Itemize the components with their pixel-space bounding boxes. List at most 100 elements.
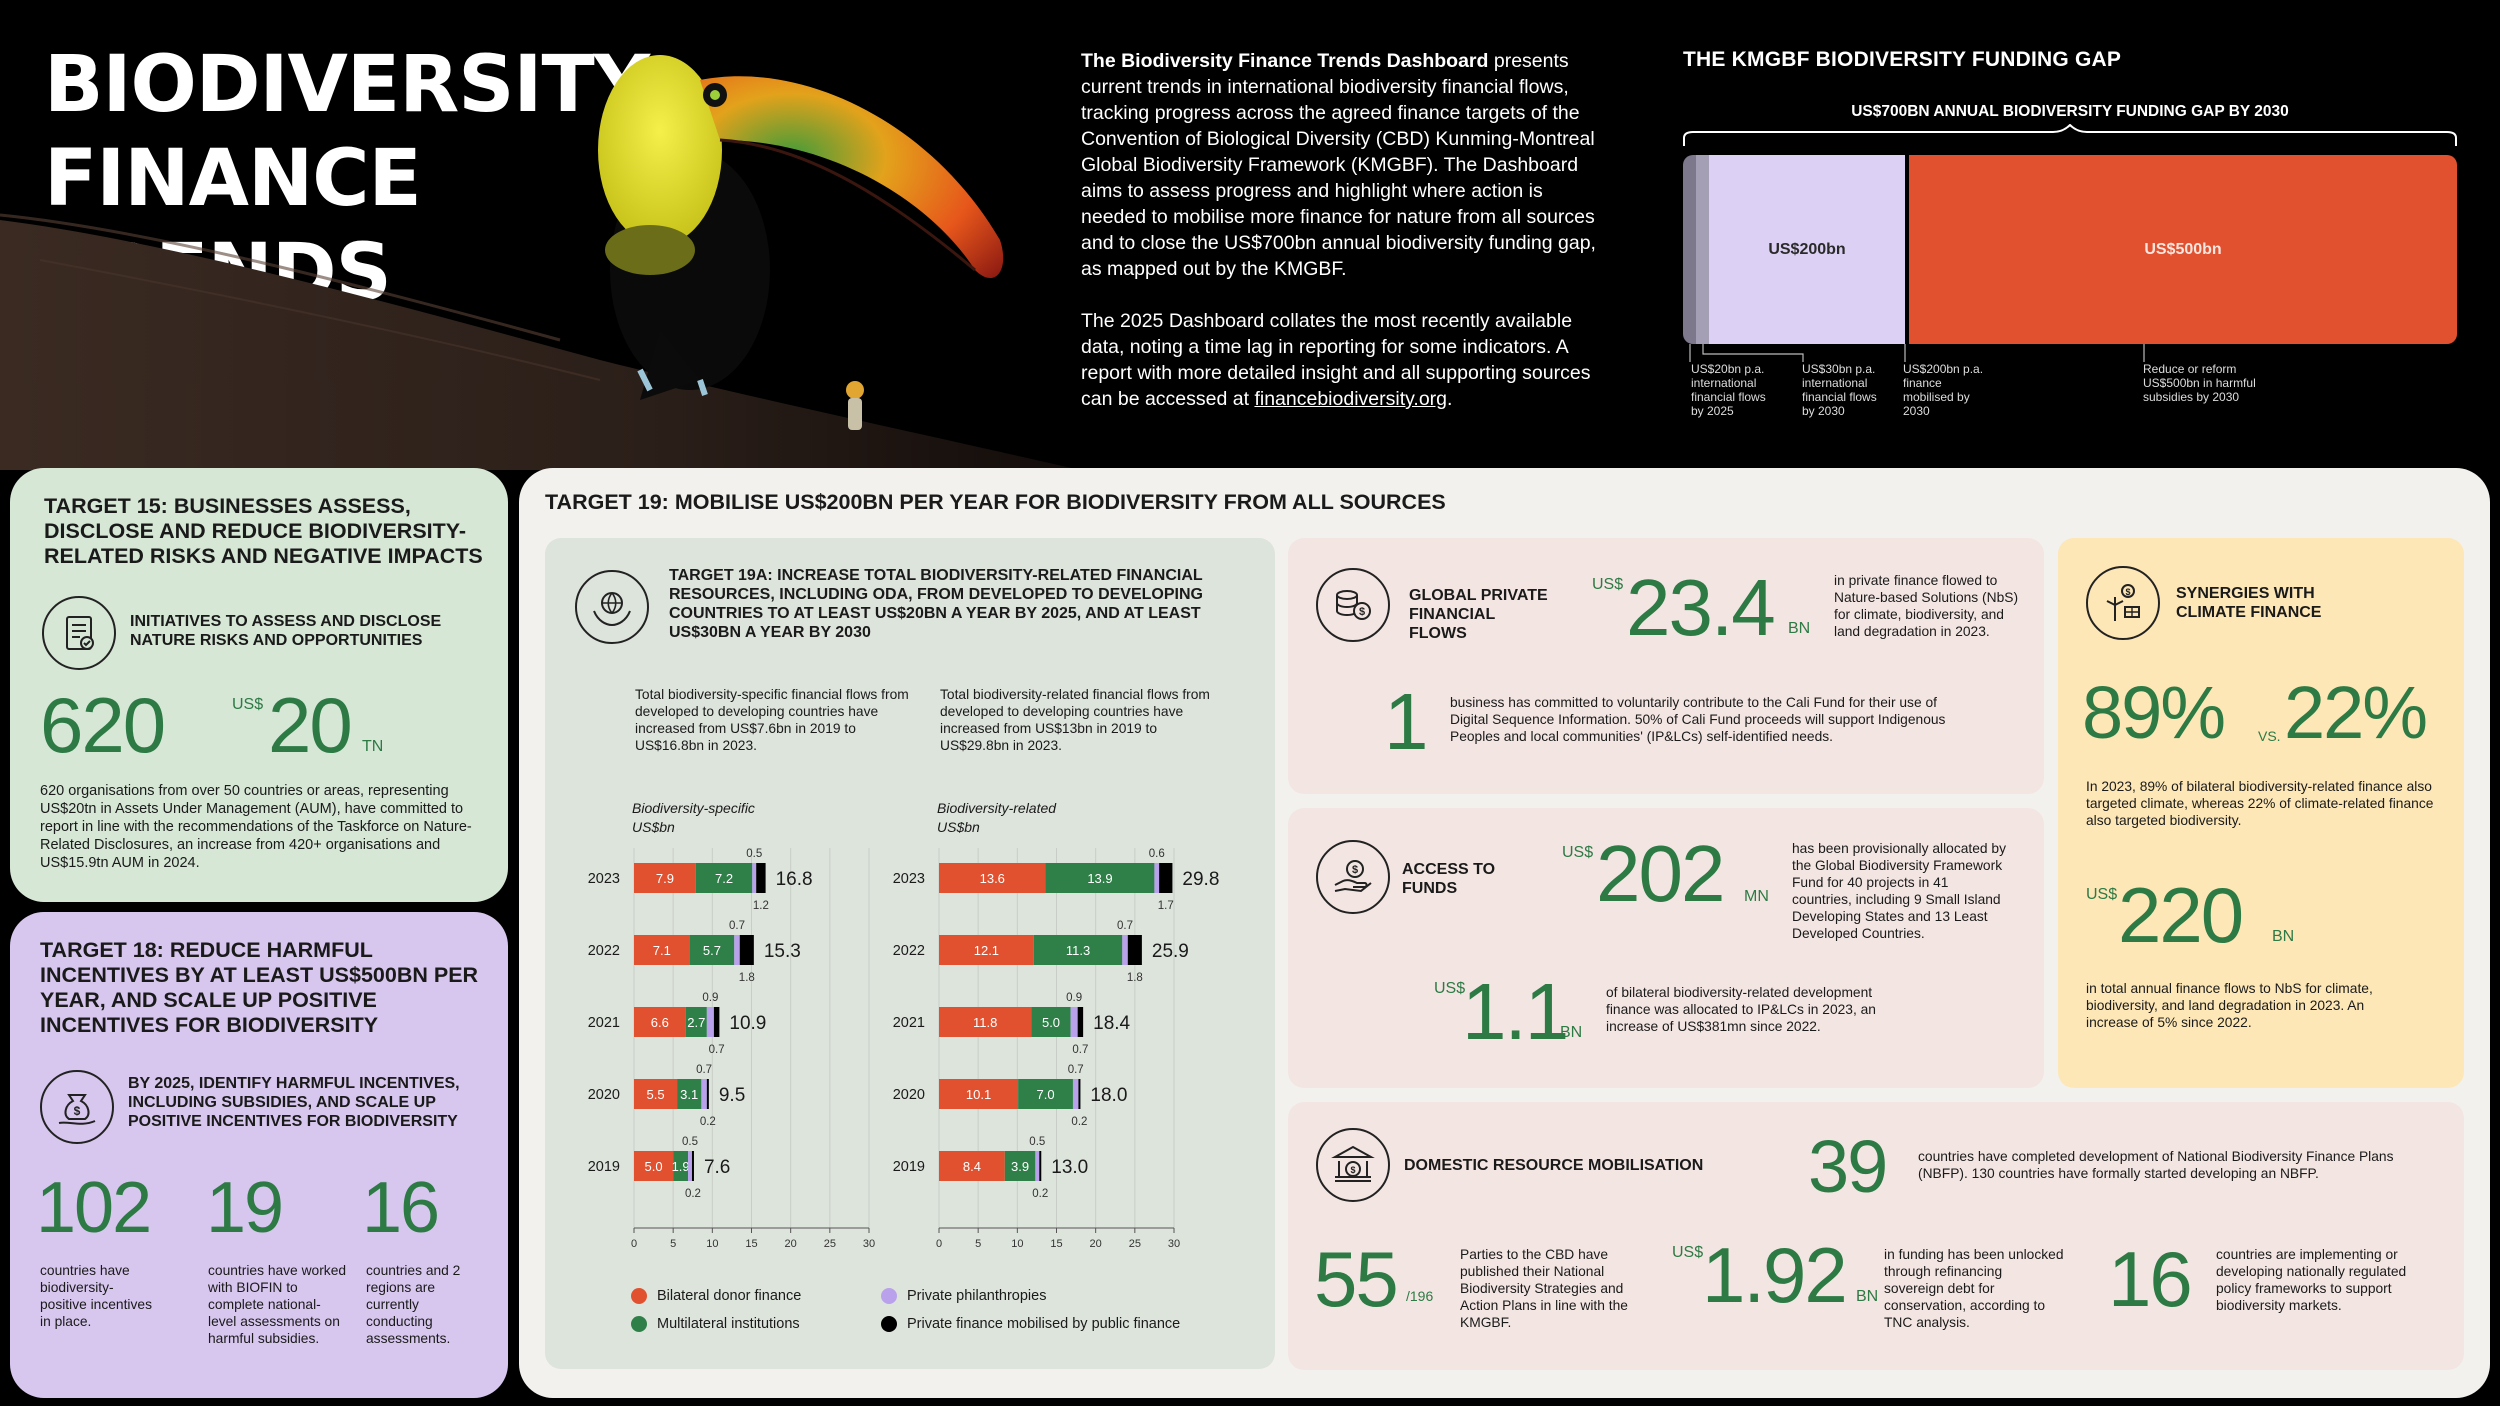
bar-segment xyxy=(1122,935,1128,965)
segment-label: 5.0 xyxy=(1042,1015,1060,1030)
legend-item: Bilateral donor finance xyxy=(631,1288,881,1304)
bar-segment xyxy=(673,1151,689,1181)
chart-title: Biodiversity-related xyxy=(937,800,1057,816)
segment-label: 0.5 xyxy=(746,848,762,860)
funding-gap-bracket xyxy=(1683,124,2457,146)
gap-note-20bn: US$20bn p.a. international financial flo… xyxy=(1691,362,1766,418)
segment-label: 11.3 xyxy=(1066,943,1090,958)
stat-cali-fund: 1 xyxy=(1384,677,1428,766)
stat-organisations: 620 xyxy=(40,681,166,769)
target-15-body: 620 organisations from over 50 countries… xyxy=(40,783,472,871)
target-19a-panel: TARGET 19A: INCREASE TOTAL BIODIVERSITY-… xyxy=(545,538,1275,1369)
gap-label-500bn: US$500bn xyxy=(2144,240,2222,258)
currency-prefix: US$ xyxy=(1562,844,1594,861)
stat-biodiversity-markets: 16 xyxy=(2108,1235,2193,1323)
x-tick-label: 25 xyxy=(1129,1238,1141,1250)
bar-segment xyxy=(634,1151,674,1181)
website-link[interactable]: financebiodiversity.org xyxy=(1254,388,1448,410)
segment-label: 1.7 xyxy=(1158,900,1174,912)
x-tick-label: 20 xyxy=(785,1238,797,1250)
x-tick-label: 30 xyxy=(863,1238,875,1250)
legend-label: Private philanthropies xyxy=(907,1288,1047,1304)
x-tick-label: 15 xyxy=(745,1238,757,1250)
gap-segment-200bn: US$200bn xyxy=(1709,155,1905,344)
bar-segment xyxy=(1039,1151,1042,1181)
segment-label: 3.9 xyxy=(1011,1159,1029,1174)
bar-segment xyxy=(739,935,754,965)
target-18-panel: TARGET 18: REDUCE HARMFUL INCENTIVES BY … xyxy=(10,912,508,1398)
gap-leader-lines xyxy=(1689,344,2145,362)
intro-text-end: . xyxy=(1447,388,1453,410)
svg-text:$: $ xyxy=(74,1104,81,1118)
year-label: 2022 xyxy=(893,943,925,959)
nbsap-text: Parties to the CBD have published their … xyxy=(1460,1247,1628,1330)
bar-segment xyxy=(695,863,753,893)
segment-label: 1.8 xyxy=(1127,972,1143,984)
stat-nbs-flows: 220 xyxy=(2118,871,2244,959)
segment-label: 3.1 xyxy=(680,1087,698,1102)
synergies-panel: $ SYNERGIES WITH CLIMATE FINANCE 89% VS.… xyxy=(2058,538,2464,1088)
bar-segment xyxy=(689,935,735,965)
bar-segment xyxy=(634,1007,686,1037)
total-label: 9.5 xyxy=(719,1085,745,1106)
coins-dollar-icon: $ xyxy=(1316,568,1390,642)
segment-label: 0.2 xyxy=(700,1116,716,1128)
hand-dollar-icon: $ xyxy=(1316,840,1390,914)
bar-segment xyxy=(1154,863,1160,893)
segment-label: 0.7 xyxy=(729,920,745,932)
versus-label: VS. xyxy=(2258,728,2281,744)
money-bag-hand-icon: $ xyxy=(40,1070,114,1144)
gbff-text: has been provisionally allocated by the … xyxy=(1792,841,2006,941)
target-15-subtitle: INITIATIVES TO ASSESS AND DISCLOSE NATUR… xyxy=(130,613,442,649)
bar-segment xyxy=(688,1151,692,1181)
bank-dollar-icon: $ xyxy=(1316,1128,1390,1202)
stat-private-flows: 23.4 xyxy=(1626,563,1776,652)
segment-label: 11.8 xyxy=(973,1015,997,1030)
intro-paragraph-1: The Biodiversity Finance Trends Dashboar… xyxy=(1081,48,1606,282)
bar-segment xyxy=(1018,1079,1073,1109)
million-unit: MN xyxy=(1744,888,1769,905)
currency-prefix: US$ xyxy=(1434,980,1466,997)
domestic-resource-panel: $ DOMESTIC RESOURCE MOBILISATION 39 coun… xyxy=(1288,1102,2464,1370)
currency-prefix: US$ xyxy=(232,696,264,713)
x-tick-label: 10 xyxy=(706,1238,718,1250)
synergies-text-1: In 2023, 89% of bilateral biodiversity-r… xyxy=(2086,779,2434,828)
segment-label: 0.9 xyxy=(1066,992,1082,1004)
chart2-description: Total biodiversity-related financial flo… xyxy=(940,687,1210,753)
stat-biofin-text: countries have worked with BIOFIN to com… xyxy=(208,1263,347,1346)
bar-segment xyxy=(691,1151,694,1181)
title-line: FINANCE xyxy=(44,134,422,224)
chart-unit: US$bn xyxy=(937,819,980,835)
year-label: 2021 xyxy=(893,1015,925,1031)
target-15-title-text: BUSINESSES ASSESS, DISCLOSE AND REDUCE B… xyxy=(44,494,483,568)
globe-hands-icon xyxy=(575,570,649,644)
segment-label: 5.7 xyxy=(703,943,721,958)
bar-segment xyxy=(634,935,690,965)
stat-nbfp: 39 xyxy=(1808,1125,1888,1208)
bar-segment xyxy=(1045,863,1155,893)
bar-segment xyxy=(706,1079,709,1109)
bar-segment xyxy=(1072,1079,1079,1109)
svg-text:$: $ xyxy=(1359,606,1365,618)
currency-prefix: US$ xyxy=(2086,886,2118,903)
stat-debt-refinancing: 1.92 xyxy=(1702,1231,1848,1319)
funding-gap-title: THE KMGBF BIODIVERSITY FUNDING GAP xyxy=(1683,48,2122,71)
gap-note-500bn: Reduce or reform US$500bn in harmful sub… xyxy=(2143,362,2256,404)
legend-swatch xyxy=(881,1288,897,1304)
total-label: 18.0 xyxy=(1090,1085,1127,1106)
stat-nbsap: 55 xyxy=(1314,1235,1399,1323)
stat-aum: 20 xyxy=(268,681,353,769)
segment-label: 7.2 xyxy=(715,871,733,886)
x-tick-label: 15 xyxy=(1050,1238,1062,1250)
segment-label: 0.7 xyxy=(1117,920,1133,932)
total-label: 18.4 xyxy=(1093,1013,1130,1034)
target-19-title: TARGET 19: MOBILISE US$200BN PER YEAR FO… xyxy=(545,490,1945,515)
year-label: 2023 xyxy=(893,871,925,887)
legend-label: Private finance mobilised by public fina… xyxy=(907,1316,1181,1332)
bar-segment xyxy=(939,1079,1019,1109)
bar-segment xyxy=(734,935,740,965)
year-label: 2021 xyxy=(588,1015,620,1031)
segment-label: 0.5 xyxy=(1029,1136,1045,1148)
year-label: 2020 xyxy=(588,1087,620,1103)
target-18-title-text: REDUCE HARMFUL INCENTIVES BY AT LEAST US… xyxy=(40,938,479,1037)
